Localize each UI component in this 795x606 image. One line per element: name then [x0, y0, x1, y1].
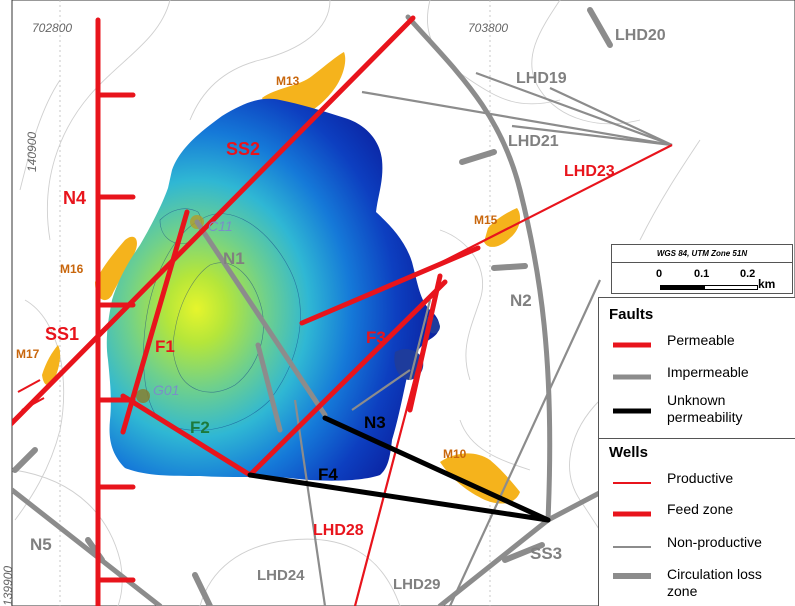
- label-n2: N2: [510, 291, 532, 310]
- legend-feed-zone-label: Feed zone: [667, 501, 734, 517]
- circulation-loss-line-icon: [613, 573, 651, 579]
- legend-unknown-label: Unknown permeability: [667, 392, 743, 425]
- label-f4: F4: [318, 465, 338, 484]
- productive-line-icon: [613, 482, 651, 484]
- legend-divider: [599, 438, 795, 439]
- label-m16: M16: [60, 262, 84, 276]
- label-ss3: SS3: [530, 544, 562, 563]
- circulation-loss-zones: [12, 7, 613, 606]
- coord-y-140900: 140900: [25, 132, 39, 172]
- label-m10: M10: [443, 447, 467, 461]
- non-productive-line-icon: [613, 546, 651, 548]
- scale-tick-02: 0.2: [740, 268, 756, 280]
- legend-permeable-label: Permeable: [667, 332, 735, 348]
- label-n3: N3: [364, 413, 386, 432]
- label-f2: F2: [190, 418, 210, 437]
- label-lhd23: LHD23: [564, 163, 615, 180]
- label-f3: F3: [366, 328, 386, 347]
- anomaly-area: [106, 98, 440, 481]
- label-m13: M13: [276, 74, 300, 88]
- label-lhd24: LHD24: [257, 567, 305, 584]
- label-lhd19: LHD19: [516, 70, 567, 87]
- feed-zone-line-icon: [613, 511, 651, 517]
- label-f1: F1: [155, 337, 175, 356]
- label-ss1: SS1: [45, 324, 79, 344]
- label-m15: M15: [474, 213, 498, 227]
- label-c11: C11: [208, 218, 233, 234]
- coord-y-139900: 139900: [1, 566, 15, 606]
- scale-box: WGS 84, UTM Zone 51N 0 0.1 0.2 km: [611, 244, 793, 294]
- coord-x-702800: 702800: [32, 21, 72, 35]
- grid: [59, 0, 491, 606]
- label-ss2: SS2: [226, 139, 260, 159]
- label-lhd20: LHD20: [615, 27, 666, 44]
- legend-wells-title: Wells: [609, 444, 648, 461]
- coord-x-703800: 703800: [468, 21, 508, 35]
- unknown-faults: [247, 415, 551, 523]
- altered-zones: [42, 52, 521, 504]
- legend-impermeable-label: Impermeable: [667, 364, 749, 380]
- crs-label: WGS 84, UTM Zone 51N: [612, 245, 792, 263]
- legend: Faults Permeable Impermeable Unknown per…: [598, 297, 795, 606]
- scale-unit: km: [758, 277, 776, 291]
- scale-bar: [660, 285, 758, 290]
- label-m17: M17: [16, 347, 40, 361]
- g01-marker: [136, 389, 150, 403]
- scale-tick-0: 0: [656, 268, 663, 280]
- label-g01: G01: [153, 382, 179, 398]
- label-lhd28: LHD28: [313, 522, 364, 539]
- label-lhd29: LHD29: [393, 576, 441, 593]
- permeable-faults: [12, 15, 481, 606]
- legend-non-productive-label: Non-productive: [667, 534, 762, 550]
- strike-slip-arrows: [17, 379, 45, 411]
- label-n5: N5: [30, 535, 52, 554]
- legend-circulation-loss-label: Circulation loss zone: [667, 566, 762, 599]
- legend-productive-label: Productive: [667, 470, 734, 486]
- scale-tick-01: 0.1: [694, 268, 710, 280]
- label-n1: N1: [223, 249, 245, 268]
- label-n4: N4: [63, 188, 86, 208]
- non-productive-wells: [293, 71, 673, 606]
- legend-faults-title: Faults: [609, 306, 654, 323]
- permeable-line-icon: [613, 342, 651, 348]
- label-lhd21: LHD21: [508, 133, 559, 150]
- impermeable-line-icon: [613, 374, 651, 380]
- unknown-line-icon: [613, 408, 651, 414]
